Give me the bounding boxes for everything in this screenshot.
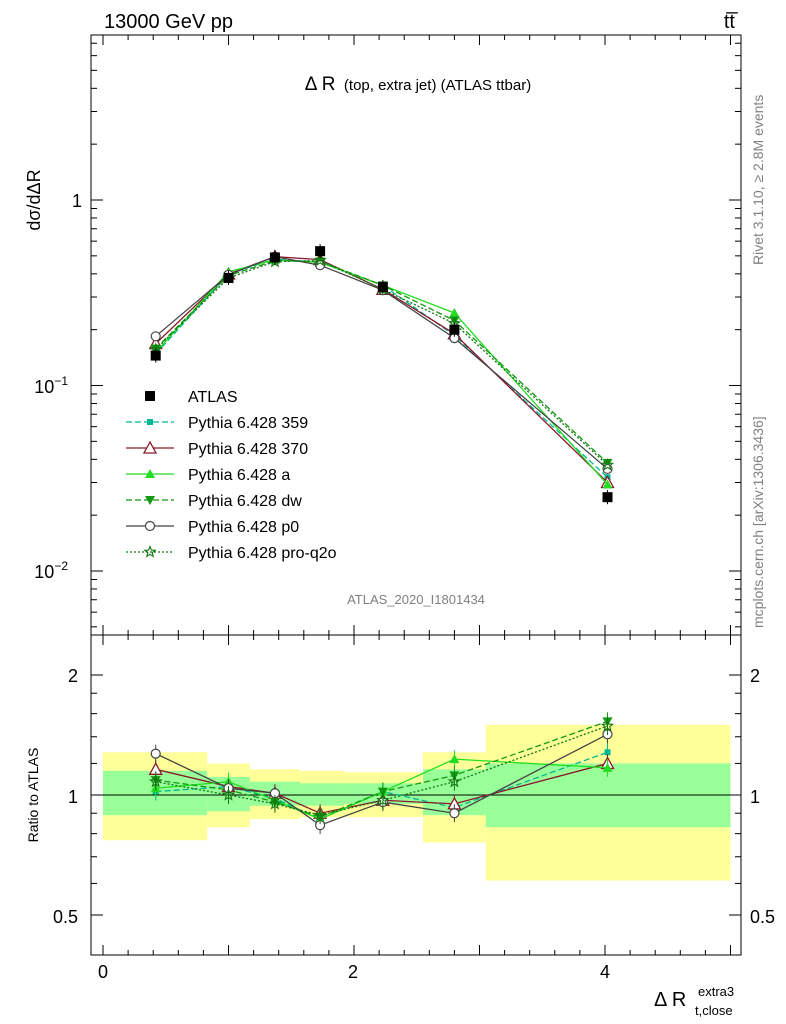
point-pdw	[602, 458, 613, 468]
ratio-ytick-0p5: 0.5	[53, 907, 78, 927]
ratio-point-pq2o	[149, 774, 163, 788]
legend-label: Pythia 6.428 p0	[188, 519, 299, 536]
ytick-label-0p01: 10−2	[34, 559, 68, 582]
axis-ticks	[91, 35, 741, 955]
legend-marker-p370	[142, 440, 158, 454]
ratio-point-pq2o	[313, 808, 327, 821]
legend-marker-pp0	[144, 520, 156, 532]
data-point	[449, 324, 460, 335]
ratio-ytick-1-right: 1	[750, 787, 760, 807]
ratio-ytick-2-right: 2	[750, 666, 760, 686]
header-right: tt̅	[724, 11, 738, 33]
band-green-bin	[300, 783, 344, 806]
ratio-point-pq2o	[268, 796, 282, 810]
ratio-point-pa	[449, 754, 460, 764]
ratio-ytick-2: 2	[68, 666, 78, 686]
ratio-point-pq2o	[221, 787, 236, 801]
plot-title: Δ R (top, extra jet) (ATLAS ttbar)	[305, 74, 531, 95]
ratio-point-pq2o	[600, 718, 615, 732]
xtick-label-2: 2	[348, 962, 358, 982]
point-pq2o	[600, 458, 615, 471]
ytick-label-0p1: 10−1	[34, 374, 68, 397]
rivet-label: Rivet 3.1.10, ≥ 2.8M events	[750, 95, 766, 265]
ratio-ytick-0p5-right: 0.5	[750, 907, 775, 927]
ratio-point-pp0	[150, 748, 161, 759]
xtick-label-4: 4	[600, 962, 610, 982]
xlabel-sub: t,close	[695, 1003, 733, 1018]
point-pq2o	[313, 253, 327, 267]
legend-label: Pythia 6.428 359	[188, 415, 308, 432]
main-series	[148, 244, 615, 505]
data-point	[377, 281, 388, 292]
point-pa	[449, 307, 460, 317]
data-point	[602, 492, 613, 503]
uncertainty-bands	[91, 724, 741, 881]
legend-marker-pq2o	[143, 544, 157, 558]
ratio-ytick-1: 1	[68, 787, 78, 807]
ratio-point-pa	[602, 762, 613, 772]
legend-label: ATLAS	[188, 389, 238, 406]
ratio-series	[148, 712, 615, 835]
legend-marker-data	[145, 391, 155, 401]
point-pa	[602, 479, 613, 489]
legend: ATLAS Pythia 6.428 359 Pythia 6.428 370 Pyt…	[126, 389, 337, 562]
header-left: 13000 GeV pp	[104, 11, 233, 33]
ratio-point-pp0	[449, 808, 460, 819]
legend-marker-pa	[145, 469, 155, 478]
main-ylabel: dσ/dΔR	[24, 169, 44, 230]
xlabel-main: Δ R	[654, 989, 686, 1011]
mcplots-label: mcplots.cern.ch [arXiv:1306.3436]	[750, 416, 766, 628]
xlabel-sup: extra3	[698, 984, 734, 999]
xtick-label-0: 0	[98, 962, 108, 982]
data-point	[150, 350, 161, 361]
legend-label: Pythia 6.428 dw	[188, 493, 302, 510]
ratio-point-p359	[604, 749, 611, 756]
point-pp0	[150, 331, 161, 342]
data-point	[223, 272, 234, 283]
legend-label: Pythia 6.428 370	[188, 441, 308, 458]
legend-label: Pythia 6.428 pro-q2o	[188, 545, 337, 562]
ratio-point-pq2o	[376, 793, 390, 806]
data-point	[315, 246, 326, 257]
ytick-label-1: 1	[72, 191, 82, 211]
ratio-point-pq2o	[447, 774, 462, 788]
legend-marker-p359	[147, 419, 153, 425]
legend-label: Pythia 6.428 a	[188, 467, 290, 484]
ratio-ylabel: Ratio to ATLAS	[25, 748, 41, 843]
legend-marker-pdw	[145, 496, 155, 505]
point-pdw	[449, 316, 460, 326]
analysis-id: ATLAS_2020_I1801434	[347, 592, 485, 607]
data-point	[269, 252, 280, 263]
